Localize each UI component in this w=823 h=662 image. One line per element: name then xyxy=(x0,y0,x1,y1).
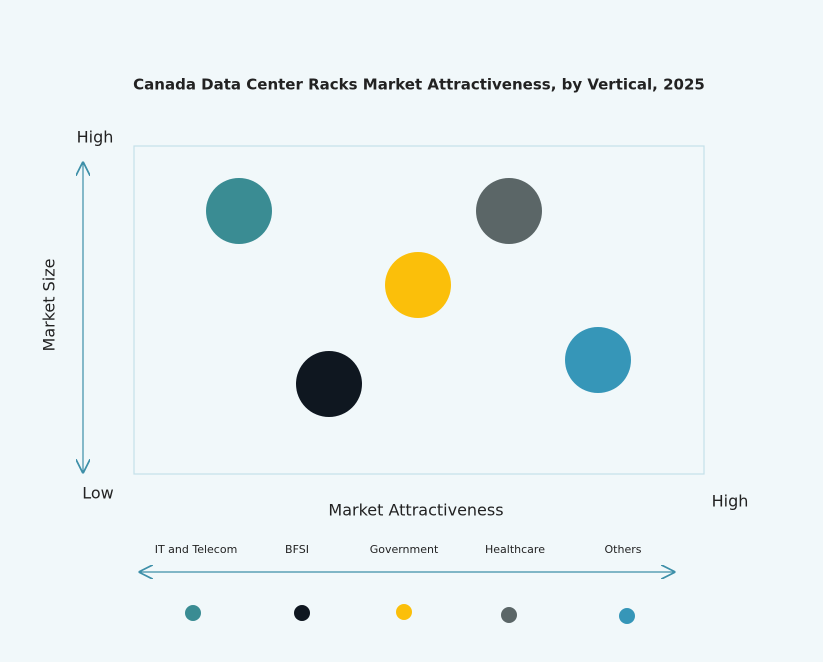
y-axis-label: Market Size xyxy=(40,259,59,352)
bubble xyxy=(296,351,362,417)
legend-dot xyxy=(501,607,517,623)
x-axis-label: Market Attractiveness xyxy=(328,501,503,520)
legend-dot xyxy=(396,604,412,620)
legend-label: Government xyxy=(370,543,439,556)
chart-title: Canada Data Center Racks Market Attracti… xyxy=(133,76,705,94)
legend-label: Others xyxy=(605,543,642,556)
y-high-label: High xyxy=(77,128,114,147)
plot-area xyxy=(133,145,705,475)
bubble xyxy=(476,178,542,244)
legend-label: IT and Telecom xyxy=(155,543,238,556)
legend-dot xyxy=(185,605,201,621)
legend-label: BFSI xyxy=(285,543,309,556)
legend-label: Healthcare xyxy=(485,543,545,556)
y-low-label: Low xyxy=(82,484,114,503)
legend-dot xyxy=(294,605,310,621)
bubble xyxy=(565,327,631,393)
legend-dot xyxy=(619,608,635,624)
bubble xyxy=(206,178,272,244)
x-high-label: High xyxy=(712,492,749,511)
bubble xyxy=(385,252,451,318)
